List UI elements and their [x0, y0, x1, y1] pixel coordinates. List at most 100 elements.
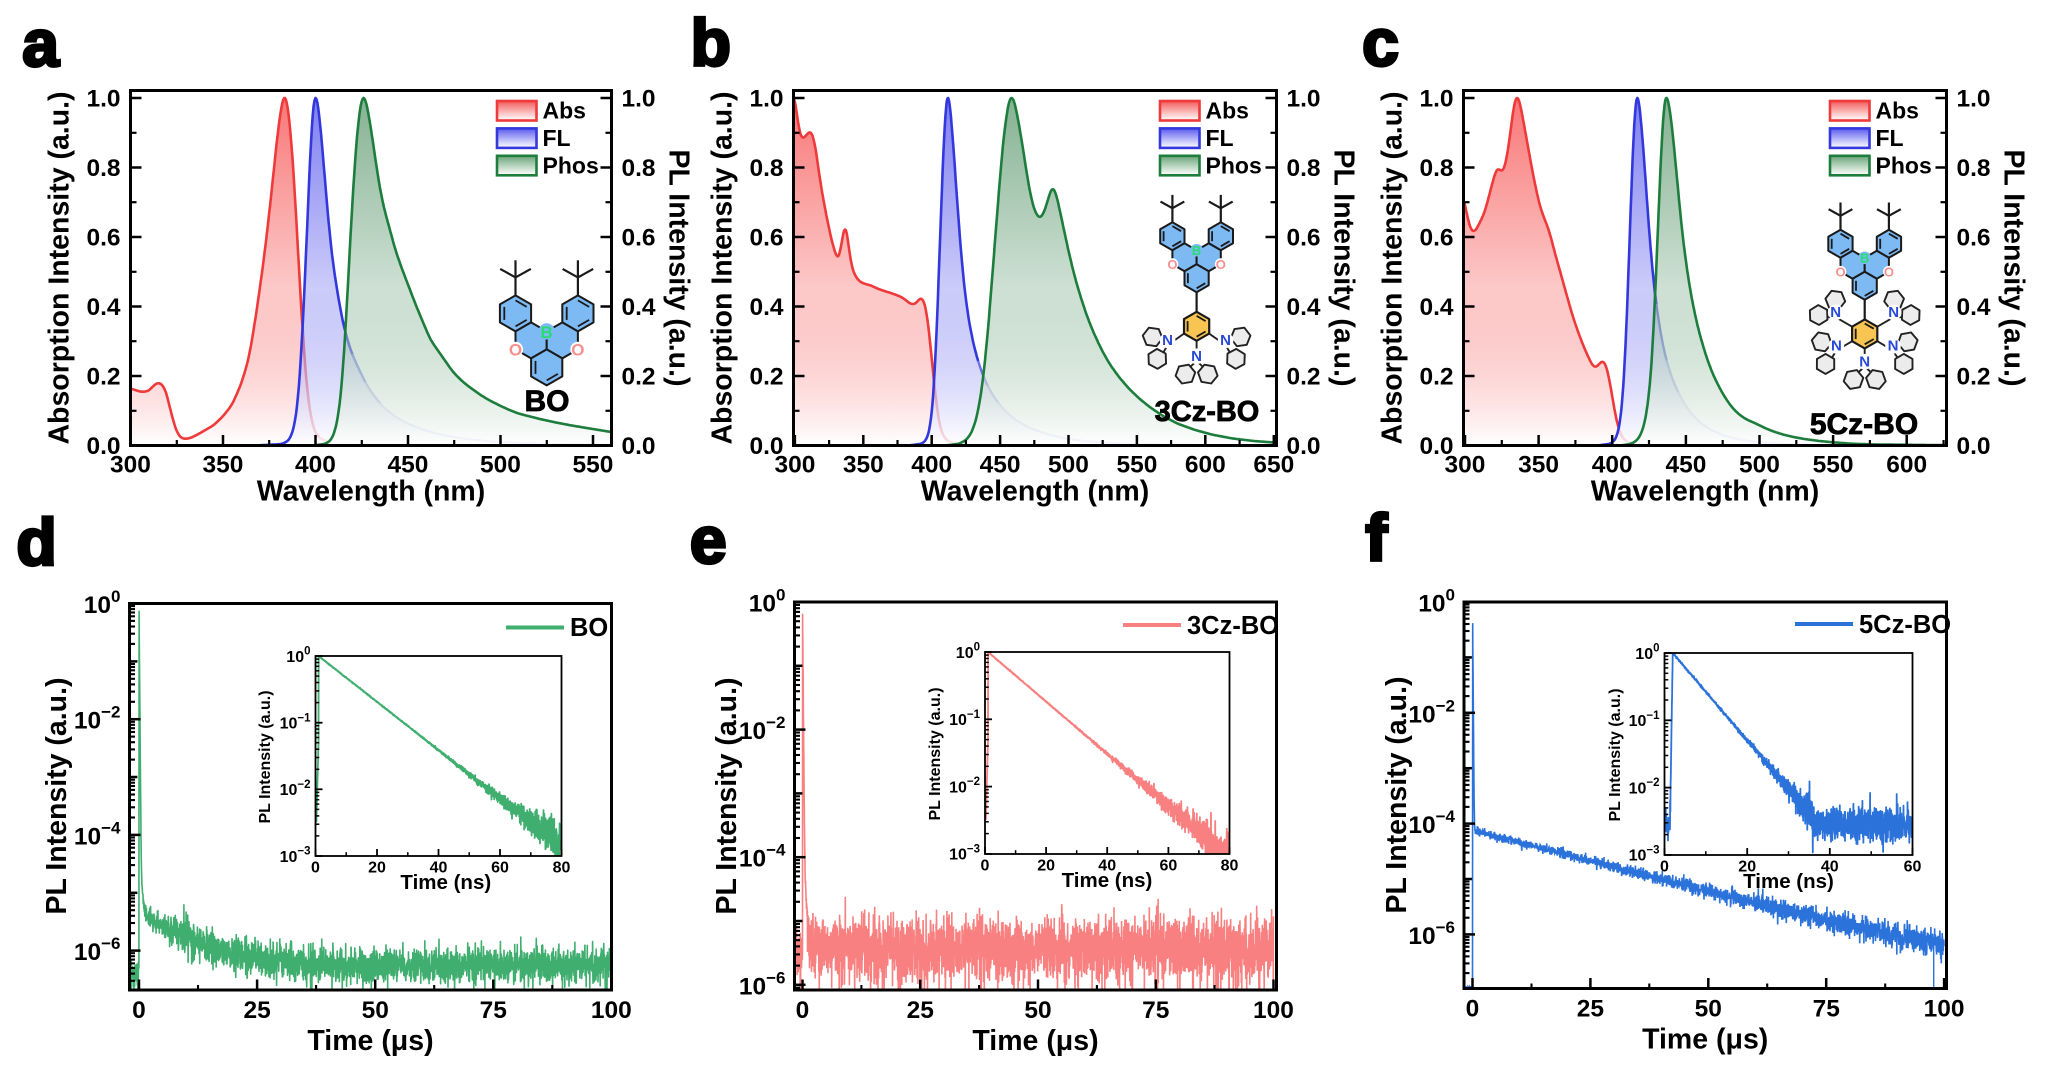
svg-text:N: N	[1830, 304, 1841, 321]
svg-text:550: 550	[1813, 452, 1854, 479]
svg-text:0.8: 0.8	[1287, 155, 1321, 182]
svg-text:0.4: 0.4	[1287, 294, 1321, 321]
svg-text:0.0: 0.0	[1419, 433, 1453, 460]
svg-text:5Cz-BO: 5Cz-BO	[1859, 611, 1951, 639]
svg-text:0.4: 0.4	[622, 294, 656, 321]
svg-text:20: 20	[368, 860, 386, 877]
svg-text:25: 25	[243, 997, 270, 1024]
svg-text:450: 450	[388, 452, 429, 479]
svg-text:e: e	[690, 503, 727, 577]
svg-text:1.0: 1.0	[1287, 86, 1321, 113]
svg-text:80: 80	[1221, 858, 1239, 875]
svg-text:50: 50	[362, 997, 389, 1024]
svg-text:450: 450	[980, 452, 1021, 479]
svg-text:Time (μs): Time (μs)	[972, 1025, 1098, 1057]
svg-text:550: 550	[1116, 452, 1157, 479]
svg-text:0.8: 0.8	[1957, 155, 1991, 182]
svg-text:O: O	[1884, 265, 1894, 280]
svg-text:0.6: 0.6	[622, 225, 656, 252]
svg-text:a: a	[22, 6, 60, 80]
svg-text:N: N	[1859, 354, 1870, 371]
svg-text:0: 0	[311, 860, 320, 877]
svg-text:0.4: 0.4	[86, 294, 120, 321]
svg-text:N: N	[1220, 332, 1231, 349]
svg-text:Absorption Intensity (a.u.): Absorption Intensity (a.u.)	[44, 91, 76, 444]
svg-text:40: 40	[430, 860, 448, 877]
svg-text:Abs: Abs	[1876, 98, 1919, 124]
svg-text:0.2: 0.2	[1419, 364, 1453, 391]
svg-text:Phos: Phos	[1876, 152, 1932, 178]
svg-text:40: 40	[1098, 858, 1116, 875]
svg-text:20: 20	[1738, 859, 1756, 876]
svg-text:1.0: 1.0	[1419, 86, 1453, 113]
svg-text:Time (ns): Time (ns)	[400, 871, 491, 894]
svg-text:PL Intensity (a.u.): PL Intensity (a.u.)	[1328, 149, 1360, 386]
svg-text:0.6: 0.6	[1957, 225, 1991, 252]
svg-text:O: O	[1835, 265, 1845, 280]
svg-text:20: 20	[1037, 858, 1055, 875]
svg-text:550: 550	[573, 452, 614, 479]
svg-text:d: d	[16, 505, 56, 579]
svg-text:0.4: 0.4	[1957, 294, 1991, 321]
svg-text:Abs: Abs	[1206, 98, 1249, 124]
svg-text:Time (μs): Time (μs)	[1642, 1024, 1768, 1056]
svg-text:Phos: Phos	[1206, 152, 1262, 178]
svg-text:O: O	[1167, 257, 1177, 272]
svg-text:0.8: 0.8	[749, 155, 783, 182]
svg-text:f: f	[1365, 501, 1388, 575]
svg-text:FL: FL	[1206, 125, 1234, 151]
svg-text:Wavelength (nm): Wavelength (nm)	[1591, 476, 1820, 508]
svg-text:50: 50	[1024, 997, 1051, 1024]
svg-text:80: 80	[553, 860, 571, 877]
svg-text:B: B	[541, 323, 553, 342]
svg-text:75: 75	[480, 997, 507, 1024]
svg-text:500: 500	[1739, 452, 1780, 479]
svg-text:0.2: 0.2	[1957, 364, 1991, 391]
svg-text:350: 350	[1518, 452, 1559, 479]
svg-text:PL Intensity (a.u.): PL Intensity (a.u.)	[1998, 149, 2030, 386]
svg-text:100: 100	[1253, 997, 1294, 1024]
svg-text:500: 500	[480, 452, 521, 479]
svg-text:N: N	[1888, 304, 1899, 321]
svg-text:25: 25	[907, 997, 934, 1024]
svg-text:0.0: 0.0	[86, 433, 120, 460]
svg-text:10−2: 10−2	[74, 703, 121, 735]
svg-text:300: 300	[774, 452, 815, 479]
svg-text:0.2: 0.2	[622, 364, 656, 391]
svg-text:650: 650	[1253, 452, 1294, 479]
svg-text:FL: FL	[543, 125, 571, 151]
svg-text:0: 0	[1466, 996, 1480, 1023]
svg-text:PL Intensity (a.u.): PL Intensity (a.u.)	[927, 687, 944, 820]
svg-text:60: 60	[491, 860, 509, 877]
svg-text:Wavelength (nm): Wavelength (nm)	[257, 476, 486, 508]
svg-text:60: 60	[1160, 858, 1178, 875]
svg-text:0: 0	[132, 997, 146, 1024]
svg-text:3Cz-BO: 3Cz-BO	[1155, 396, 1260, 428]
svg-text:0.2: 0.2	[749, 364, 783, 391]
svg-text:400: 400	[1592, 452, 1633, 479]
svg-text:O: O	[509, 341, 522, 360]
svg-text:0.6: 0.6	[1287, 225, 1321, 252]
svg-text:PL Intensity (a.u.): PL Intensity (a.u.)	[41, 677, 73, 914]
svg-text:100: 100	[591, 997, 632, 1024]
svg-text:1.0: 1.0	[622, 86, 656, 113]
svg-text:N: N	[1191, 348, 1202, 365]
svg-text:450: 450	[1665, 452, 1706, 479]
svg-text:10−6: 10−6	[739, 968, 786, 1000]
svg-text:1.0: 1.0	[86, 86, 120, 113]
svg-text:350: 350	[203, 452, 244, 479]
svg-text:0.0: 0.0	[1287, 433, 1321, 460]
svg-text:1.0: 1.0	[749, 86, 783, 113]
svg-text:75: 75	[1813, 996, 1840, 1023]
svg-text:600: 600	[1886, 452, 1927, 479]
svg-text:O: O	[571, 341, 584, 360]
svg-text:5Cz-BO: 5Cz-BO	[1810, 408, 1918, 441]
svg-text:BO: BO	[570, 614, 608, 642]
svg-text:10−2: 10−2	[1408, 696, 1455, 728]
svg-text:500: 500	[1048, 452, 1089, 479]
svg-text:BO: BO	[525, 385, 570, 418]
svg-text:75: 75	[1142, 997, 1169, 1024]
svg-text:PL Intensity (a.u.): PL Intensity (a.u.)	[1381, 676, 1413, 913]
svg-text:b: b	[691, 6, 731, 80]
svg-text:Time (μs): Time (μs)	[307, 1025, 433, 1057]
